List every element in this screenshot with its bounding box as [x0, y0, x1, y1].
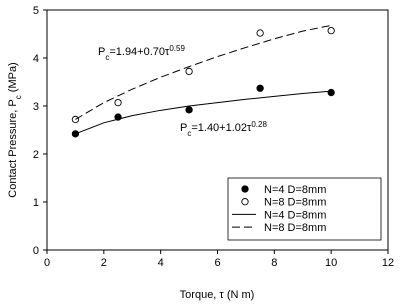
- y-tick-label: 5: [33, 5, 39, 17]
- data-point: [327, 26, 335, 35]
- x-tick-label: 0: [44, 257, 50, 269]
- fit-line: [75, 90, 332, 135]
- y-tick-label: 3: [33, 101, 39, 113]
- legend-label: N=4 D=8mm: [264, 209, 326, 221]
- legend-label: N=8 D=8mm: [264, 222, 326, 234]
- text-part: c: [14, 95, 23, 99]
- text-part: (MPa): [7, 62, 19, 95]
- y-tick-label: 4: [33, 53, 39, 65]
- annotation: Pc=1.94+0.70τ0.59: [98, 44, 185, 62]
- x-tick-label: 6: [214, 257, 220, 269]
- y-tick-label: 1: [33, 197, 39, 209]
- x-axis-label: Torque, τ (N m): [180, 289, 255, 301]
- text-part: =1.40+1.02τ: [191, 122, 252, 134]
- legend-label: N=8 D=8mm: [264, 197, 326, 209]
- data-point: [256, 84, 264, 92]
- text-part: P: [98, 46, 105, 58]
- annotation: Pc=1.40+1.02τ0.28: [180, 120, 267, 138]
- data-point: [114, 98, 122, 107]
- data-point: [185, 67, 193, 76]
- data-point: [327, 88, 335, 97]
- text-part: 0.59: [169, 44, 185, 53]
- text-part: c: [105, 53, 109, 62]
- legend-marker: [241, 185, 249, 193]
- data-point: [185, 106, 193, 114]
- text-part: =1.94+0.70τ: [109, 46, 170, 58]
- x-tick-label: 2: [101, 257, 107, 269]
- text-part: Contact Pressure, P: [7, 99, 19, 197]
- legend-label: N=4 D=8mm: [264, 184, 326, 196]
- legend-marker: [241, 198, 249, 206]
- legend-box: [227, 177, 382, 241]
- data-point: [256, 29, 264, 37]
- text-part: 0.28: [251, 120, 267, 129]
- y-tick-label: 0: [33, 245, 39, 257]
- text-part: P: [180, 122, 187, 134]
- y-tick-label: 2: [33, 149, 39, 161]
- x-tick-label: 8: [271, 257, 277, 269]
- x-tick-label: 10: [325, 257, 337, 269]
- text-part: c: [187, 129, 191, 138]
- y-axis-label: Contact Pressure, Pc (MPa): [7, 62, 23, 197]
- x-tick-label: 4: [158, 257, 164, 269]
- x-tick-label: 12: [382, 257, 394, 269]
- fit-line: [75, 24, 332, 120]
